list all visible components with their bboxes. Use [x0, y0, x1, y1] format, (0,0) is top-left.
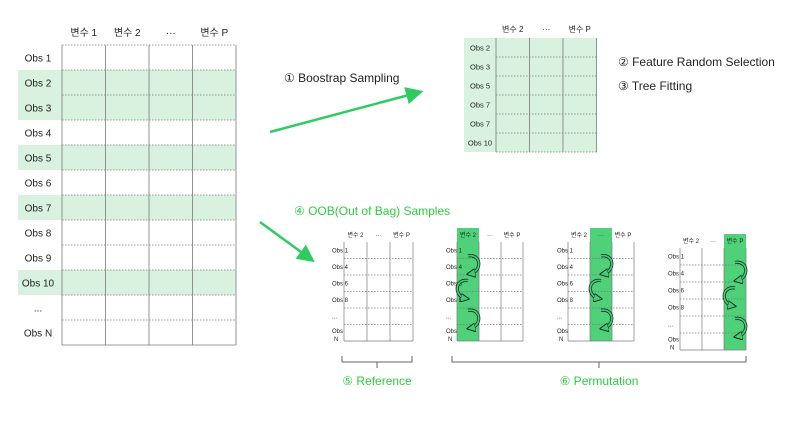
oob-row-label: Obs 4: [668, 272, 685, 278]
oob-row-label: N: [559, 337, 563, 343]
obs-row-label: Obs 6: [25, 179, 52, 190]
sampled-row-highlight: [18, 70, 236, 95]
bootstrap-row-label: Obs 7: [470, 120, 490, 129]
main-table-header: 변수 1: [70, 27, 97, 39]
oob-table-header: ···: [710, 239, 716, 245]
shuffle-arrow-icon: [601, 309, 613, 328]
oob-row-label: Obs 1: [446, 248, 463, 254]
oob-row-label: Obs 8: [668, 306, 685, 312]
shuffle-arrow-icon: [468, 309, 480, 328]
bootstrap-row-label: Obs 7: [470, 101, 490, 110]
bootstrap-table-header: ···: [542, 25, 550, 34]
oob-table-header: 변수 2: [683, 237, 700, 245]
oob-row-label: Obs 6: [446, 281, 463, 287]
shuffle-arrow-icon: [735, 317, 747, 336]
oob-row-label: Obs 8: [557, 298, 574, 304]
oob-row-label: Obs: [446, 329, 457, 335]
oob-table: 변수 2 ··· 변수 P Obs 1 Obs 4 Obs 6 Obs 8... Obs N: [557, 228, 635, 343]
bootstrap-row-label: Obs 3: [470, 63, 490, 72]
sampled-row-highlight: [18, 195, 236, 220]
reference-label: ⑤ Reference: [342, 374, 412, 388]
oob-row-label: Obs 6: [557, 281, 574, 287]
step-tree-fitting-label: ③ Tree Fitting: [618, 79, 692, 93]
bootstrap-arrow: [269, 87, 424, 134]
shuffle-arrow-icon: [589, 279, 601, 298]
oob-row-label: N: [670, 346, 674, 352]
oob-table-header: ···: [598, 233, 604, 239]
oob-table-header: 변수 2: [571, 231, 588, 239]
obs-row-label: Obs 4: [25, 129, 52, 140]
permutation-bracket: [451, 356, 747, 368]
step-feature-selection-label: ② Feature Random Selection: [618, 55, 775, 69]
oob-arrow: [259, 220, 315, 263]
oob-row-label: Obs 4: [332, 265, 349, 271]
oob-row-label: N: [448, 337, 452, 343]
oob-row-label: Obs: [668, 338, 679, 344]
step-oob-label: ④ OOB(Out of Bag) Samples: [294, 204, 450, 218]
oob-row-label: Obs 4: [557, 265, 574, 271]
bootstrap-row-label: Obs 5: [470, 82, 490, 91]
obs-row-label: Obs 9: [25, 254, 52, 265]
sampled-row-highlight: [18, 145, 236, 170]
bootstrap-table-header: 변수 P: [569, 24, 591, 34]
oob-row-label: Obs 6: [332, 281, 349, 287]
obs-row-label: Obs 5: [25, 154, 52, 165]
shuffle-arrow-icon: [601, 254, 613, 274]
oob-table-header: ···: [376, 233, 382, 239]
shuffle-arrow-icon: [456, 279, 468, 298]
bootstrap-row-label: Obs 10: [468, 139, 492, 148]
main-table-header: 변수 P: [200, 27, 228, 39]
oob-table: 변수 2 ··· 변수 P Obs 1 Obs 4 Obs 6 Obs 8... Obs N: [332, 231, 414, 343]
oob-row-label: Obs 6: [668, 289, 685, 295]
oob-table-header: 변수 P: [393, 231, 410, 239]
oob-row-label: N: [334, 337, 338, 343]
sampled-row-highlight: [18, 95, 236, 120]
reference-bracket: [341, 356, 413, 368]
obs-row-label: Obs 1: [25, 54, 52, 65]
obs-row-label: Obs N: [24, 329, 52, 340]
shuffle-arrow-icon: [735, 261, 747, 280]
oob-table-header: 변수 2: [347, 231, 364, 239]
main-data-table: 변수 1 변수 2 ··· 변수 P Obs 1 Obs 2 Obs 3 Obs 4 Obs 5…: [18, 27, 237, 346]
bootstrap-sample-table: 변수 2 ··· 변수 P Obs 2 Obs 3 Obs 5 Obs 7 Obs 7 Obs …: [464, 24, 597, 153]
obs-row-label: Obs 2: [25, 79, 52, 90]
obs-row-label: Obs 10: [22, 279, 55, 290]
oob-table: 변수 2 ··· 변수 P Obs 1 Obs 4 Obs 6 Obs 8... Obs N: [446, 228, 524, 343]
oob-row-label: Obs: [557, 329, 568, 335]
oob-table-header: 변수 P: [615, 231, 632, 239]
permutation-label: ⑥ Permutation: [560, 374, 639, 388]
oob-row-label: Obs 4: [446, 265, 463, 271]
oob-row-label: ...: [668, 323, 673, 329]
main-table-header: ···: [166, 28, 176, 39]
oob-row-label: Obs 1: [668, 255, 685, 261]
oob-row-label: ...: [446, 314, 451, 320]
oob-row-label: Obs 8: [332, 298, 349, 304]
bootstrap-row-label: Obs 2: [470, 44, 490, 53]
oob-table-header: 변수 P: [504, 231, 521, 239]
obs-row-label: Obs 8: [25, 229, 52, 240]
main-table-header: 변수 2: [114, 27, 141, 39]
step-bootstrap-label: ① Boostrap Sampling: [284, 71, 399, 85]
oob-row-label: ...: [557, 314, 562, 320]
oob-table: 변수 2 ··· 변수 P Obs 1 Obs 4 Obs 6 Obs 8... Obs N: [668, 234, 748, 352]
oob-row-label: Obs 8: [446, 298, 463, 304]
sampled-row-highlight: [18, 270, 236, 295]
oob-row-label: Obs: [332, 329, 343, 335]
bootstrap-table-header: 변수 2: [502, 24, 524, 34]
oob-table-header: ···: [487, 233, 493, 239]
oob-row-label: ...: [332, 314, 337, 320]
obs-row-label: Obs 3: [25, 104, 52, 115]
oob-table-header: 변수 2: [460, 231, 477, 239]
shuffle-arrow-icon: [723, 286, 735, 306]
oob-row-label: Obs 1: [557, 248, 574, 254]
oob-table-header: 변수 P: [727, 237, 744, 245]
shuffle-arrow-icon: [468, 254, 480, 274]
oob-row-label: Obs 1: [332, 248, 349, 254]
obs-row-label: Obs 7: [25, 204, 52, 215]
obs-row-label: ...: [34, 304, 42, 315]
